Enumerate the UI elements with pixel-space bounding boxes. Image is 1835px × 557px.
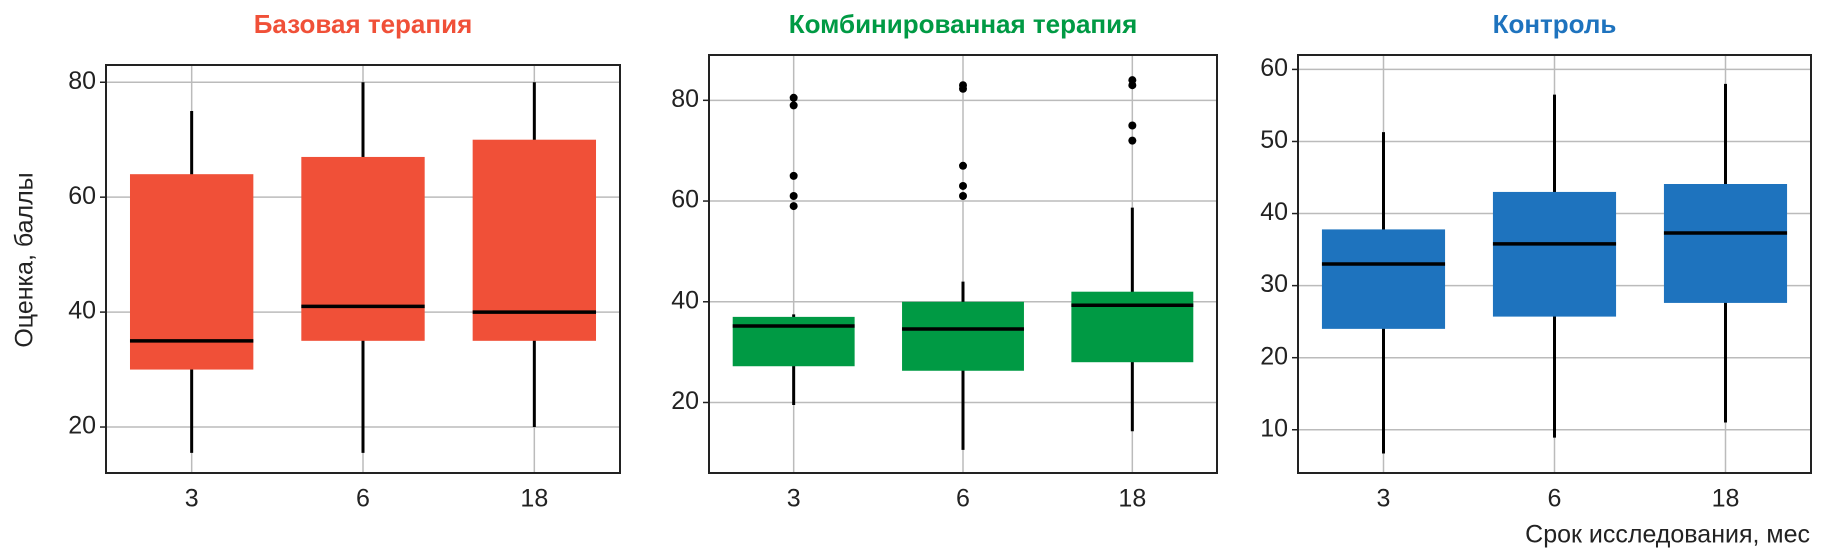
x-tick-label: 3 xyxy=(787,485,801,513)
outlier xyxy=(789,192,798,201)
x-tick-label: 6 xyxy=(356,485,370,513)
y-tick-label: 60 xyxy=(1260,54,1288,82)
box xyxy=(1492,191,1617,317)
x-tick-label: 18 xyxy=(1118,485,1146,513)
y-tick-label: 40 xyxy=(68,297,96,325)
outlier xyxy=(959,161,967,170)
outlier xyxy=(789,101,798,110)
outlier xyxy=(959,181,967,190)
y-tick-label: 20 xyxy=(671,387,699,415)
box xyxy=(1321,229,1446,329)
outlier xyxy=(1128,136,1137,145)
y-tick-label: 60 xyxy=(671,186,699,214)
box xyxy=(301,156,425,341)
outlier xyxy=(1128,81,1137,90)
x-tick-label: 3 xyxy=(1377,485,1391,513)
box xyxy=(1663,184,1788,303)
box xyxy=(129,174,254,370)
y-axis-label: Оценка, баллы xyxy=(11,172,39,347)
plot-frame xyxy=(105,64,621,474)
plot-frame xyxy=(708,54,1218,474)
y-tick-label: 20 xyxy=(1260,342,1288,370)
box xyxy=(1071,291,1194,363)
chart-title: Комбинированная терапия xyxy=(789,9,1138,39)
chart-title: Контроль xyxy=(1493,9,1617,39)
plot-frame xyxy=(1297,54,1812,474)
y-tick-label: 60 xyxy=(68,182,96,210)
y-tick-label: 40 xyxy=(671,286,699,314)
y-tick-label: 10 xyxy=(1260,414,1288,442)
y-tick-label: 80 xyxy=(671,85,699,113)
outlier xyxy=(789,202,798,211)
outlier xyxy=(959,84,967,93)
y-tick-label: 30 xyxy=(1260,270,1288,298)
chart-title: Базовая терапия xyxy=(254,9,473,39)
y-tick-label: 50 xyxy=(1260,126,1288,154)
x-axis-label: Срок исследования, мес xyxy=(1525,521,1810,549)
box xyxy=(472,139,597,341)
box xyxy=(902,301,1024,371)
x-tick-label: 6 xyxy=(956,485,970,513)
y-tick-label: 80 xyxy=(68,67,96,95)
x-tick-label: 18 xyxy=(520,485,548,513)
outlier xyxy=(789,171,798,180)
outlier xyxy=(959,192,967,201)
x-tick-label: 3 xyxy=(185,485,199,513)
x-tick-label: 6 xyxy=(1548,485,1562,513)
x-tick-label: 18 xyxy=(1712,485,1740,513)
y-tick-label: 20 xyxy=(68,412,96,440)
y-tick-label: 40 xyxy=(1260,198,1288,226)
outlier xyxy=(1128,121,1137,130)
outlier xyxy=(789,93,798,102)
